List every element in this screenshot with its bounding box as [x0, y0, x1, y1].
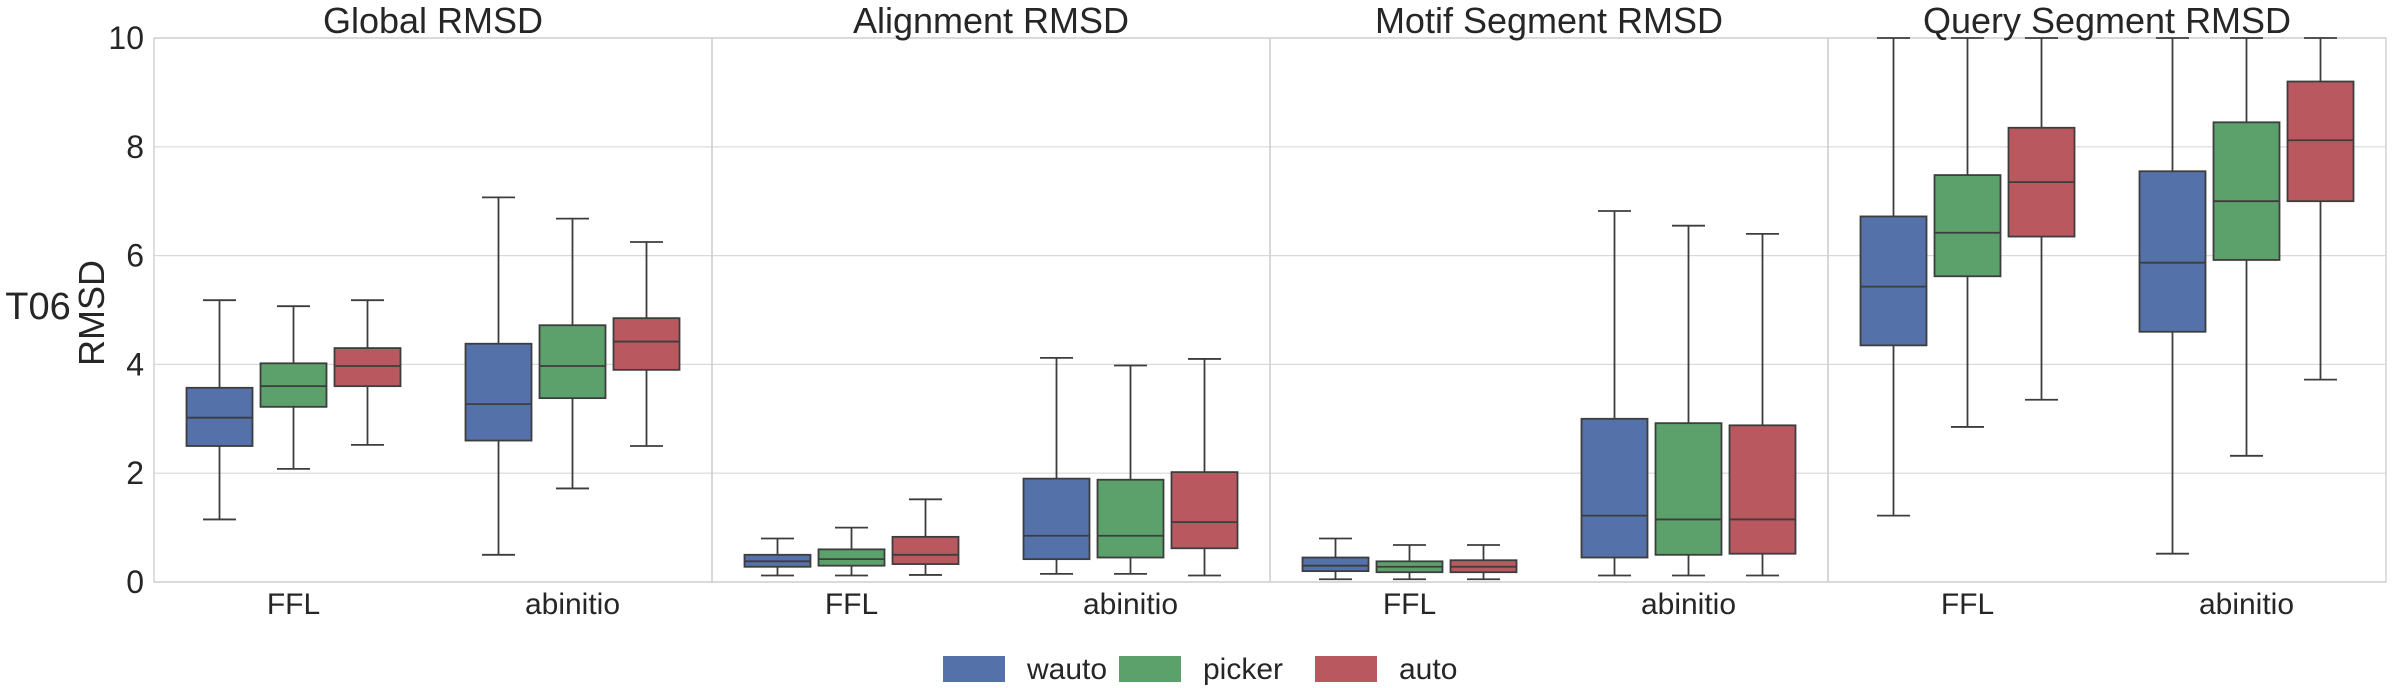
panel-3: Query Segment RMSD FFL abinitio	[1827, 0, 2387, 621]
box-wauto-abinitio	[2138, 37, 2207, 555]
panel-title: Global RMSD	[323, 0, 543, 41]
x-tick-label: FFL	[267, 588, 320, 621]
box-iqr	[538, 324, 607, 400]
legend-label: wauto	[1026, 653, 1107, 686]
panel-1: Alignment RMSD FFL abinitio	[711, 0, 1271, 621]
box-auto-abinitio	[1170, 358, 1239, 577]
box-wauto-FFL	[185, 299, 254, 521]
box-picker-abinitio	[1096, 364, 1165, 575]
box-iqr	[1301, 556, 1370, 573]
y-tick-label: 8	[126, 129, 144, 165]
box-wauto-FFL	[743, 537, 812, 577]
legend-swatch	[1119, 656, 1181, 682]
y-tick-label: 4	[126, 346, 144, 382]
y-axis-label: RMSD	[71, 260, 112, 366]
panel-title: Alignment RMSD	[853, 0, 1129, 41]
box-iqr	[464, 342, 533, 442]
x-tick-label: abinitio	[1641, 588, 1736, 621]
box-iqr	[1859, 215, 1928, 347]
box-wauto-FFL	[1859, 37, 1928, 517]
panel-frame	[153, 37, 713, 583]
box-iqr	[891, 535, 960, 565]
panel-title: Motif Segment RMSD	[1375, 0, 1723, 41]
row-label: T06	[5, 286, 70, 328]
box-iqr	[1654, 422, 1723, 556]
box-iqr	[1580, 417, 1649, 559]
box-auto-FFL	[891, 498, 960, 576]
panel-title: Query Segment RMSD	[1923, 0, 2291, 41]
box-iqr	[1728, 424, 1797, 555]
box-auto-abinitio	[2286, 37, 2355, 381]
x-tick-label: abinitio	[2199, 588, 2294, 621]
box-iqr	[2138, 170, 2207, 333]
y-tick-label: 0	[126, 564, 144, 600]
box-iqr	[1933, 174, 2002, 278]
legend-item-wauto: wauto	[943, 653, 1107, 686]
legend-label: auto	[1399, 653, 1457, 686]
box-picker-FFL	[1375, 544, 1444, 581]
legend-item-picker: picker	[1119, 653, 1283, 686]
legend-swatch	[943, 656, 1005, 682]
box-picker-FFL	[817, 526, 886, 577]
box-iqr	[1096, 478, 1165, 559]
box-auto-FFL	[2007, 37, 2076, 401]
box-picker-FFL	[1933, 37, 2002, 428]
box-wauto-abinitio	[464, 196, 533, 556]
box-iqr	[259, 362, 328, 408]
panel-2: Motif Segment RMSD FFL abinitio	[1269, 0, 1829, 621]
box-iqr	[612, 317, 681, 371]
box-picker-abinitio	[538, 217, 607, 490]
x-tick-label: FFL	[825, 588, 878, 621]
y-tick-label: 10	[108, 20, 144, 56]
x-tick-label: FFL	[1941, 588, 1994, 621]
y-tick-label: 2	[126, 455, 144, 491]
box-wauto-abinitio	[1022, 356, 1091, 575]
box-iqr	[1022, 477, 1091, 561]
panel-0: Global RMSD FFL abinitio	[153, 0, 713, 621]
panel-frame	[1827, 37, 2387, 583]
box-auto-FFL	[1449, 544, 1518, 581]
legend-item-auto: auto	[1315, 653, 1457, 686]
panels-group: Global RMSD FFL abinitio Alignment RMSD FFL a…	[108, 0, 2387, 621]
box-auto-abinitio	[612, 241, 681, 447]
box-iqr	[333, 347, 402, 388]
box-picker-abinitio	[2212, 37, 2281, 457]
box-wauto-abinitio	[1580, 210, 1649, 577]
box-picker-abinitio	[1654, 224, 1723, 577]
legend-label: picker	[1203, 653, 1283, 686]
box-iqr	[817, 548, 886, 567]
box-auto-abinitio	[1728, 232, 1797, 577]
legend: wauto picker auto	[943, 653, 1457, 686]
x-tick-label: abinitio	[1083, 588, 1178, 621]
box-iqr	[2286, 80, 2355, 203]
box-iqr	[1170, 471, 1239, 550]
y-tick-label: 6	[126, 238, 144, 274]
box-picker-FFL	[259, 305, 328, 470]
legend-swatch	[1315, 656, 1377, 682]
x-tick-label: FFL	[1383, 588, 1436, 621]
x-tick-label: abinitio	[525, 588, 620, 621]
box-wauto-FFL	[1301, 537, 1370, 581]
box-auto-FFL	[333, 299, 402, 446]
box-iqr	[2212, 121, 2281, 261]
